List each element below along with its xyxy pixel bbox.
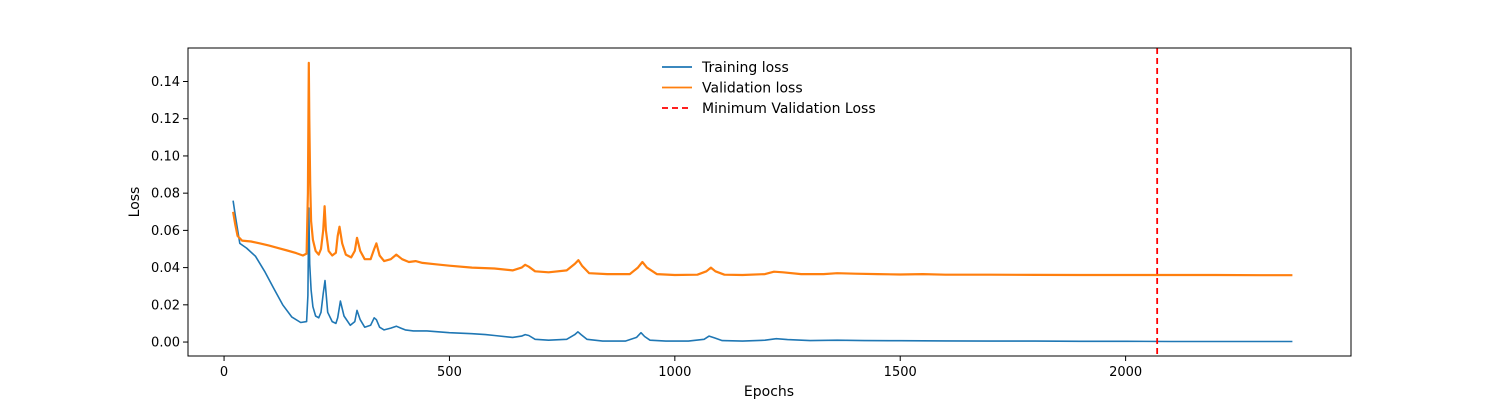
series-layer [232, 61, 1293, 343]
y-tick-label: 0.08 [151, 187, 180, 202]
y-tick-label: 0.14 [151, 75, 180, 90]
legend-label: Validation loss [702, 81, 803, 97]
y-tick-label: 0.00 [151, 336, 180, 351]
y-axis-label: Loss [127, 187, 143, 218]
y-tick-label: 0.12 [151, 112, 180, 127]
x-tick-label: 1500 [884, 365, 917, 380]
y-axis-ticks: 0.00 0.02 0.04 0.06 0.08 0.10 0.12 0.14 [151, 75, 188, 351]
legend-label: Training loss [701, 60, 789, 76]
x-tick-label: 500 [437, 365, 462, 380]
y-tick-label: 0.04 [151, 261, 180, 276]
x-tick-label: 2000 [1109, 365, 1142, 380]
y-tick-label: 0.02 [151, 298, 180, 313]
legend: Training loss Validation loss Minimum Vali… [662, 60, 876, 117]
legend-label: Minimum Validation Loss [702, 101, 876, 117]
plot-frame [187, 47, 1352, 357]
x-axis-label: Epochs [744, 384, 794, 400]
y-tick-label: 0.06 [151, 224, 180, 239]
x-tick-label: 0 [220, 365, 228, 380]
x-axis-ticks: 0 500 1000 1500 2000 [220, 356, 1142, 380]
series-line-training-loss [232, 200, 1293, 343]
series-line-validation-loss [232, 61, 1293, 277]
y-tick-label: 0.10 [151, 149, 180, 164]
x-tick-label: 1000 [658, 365, 691, 380]
